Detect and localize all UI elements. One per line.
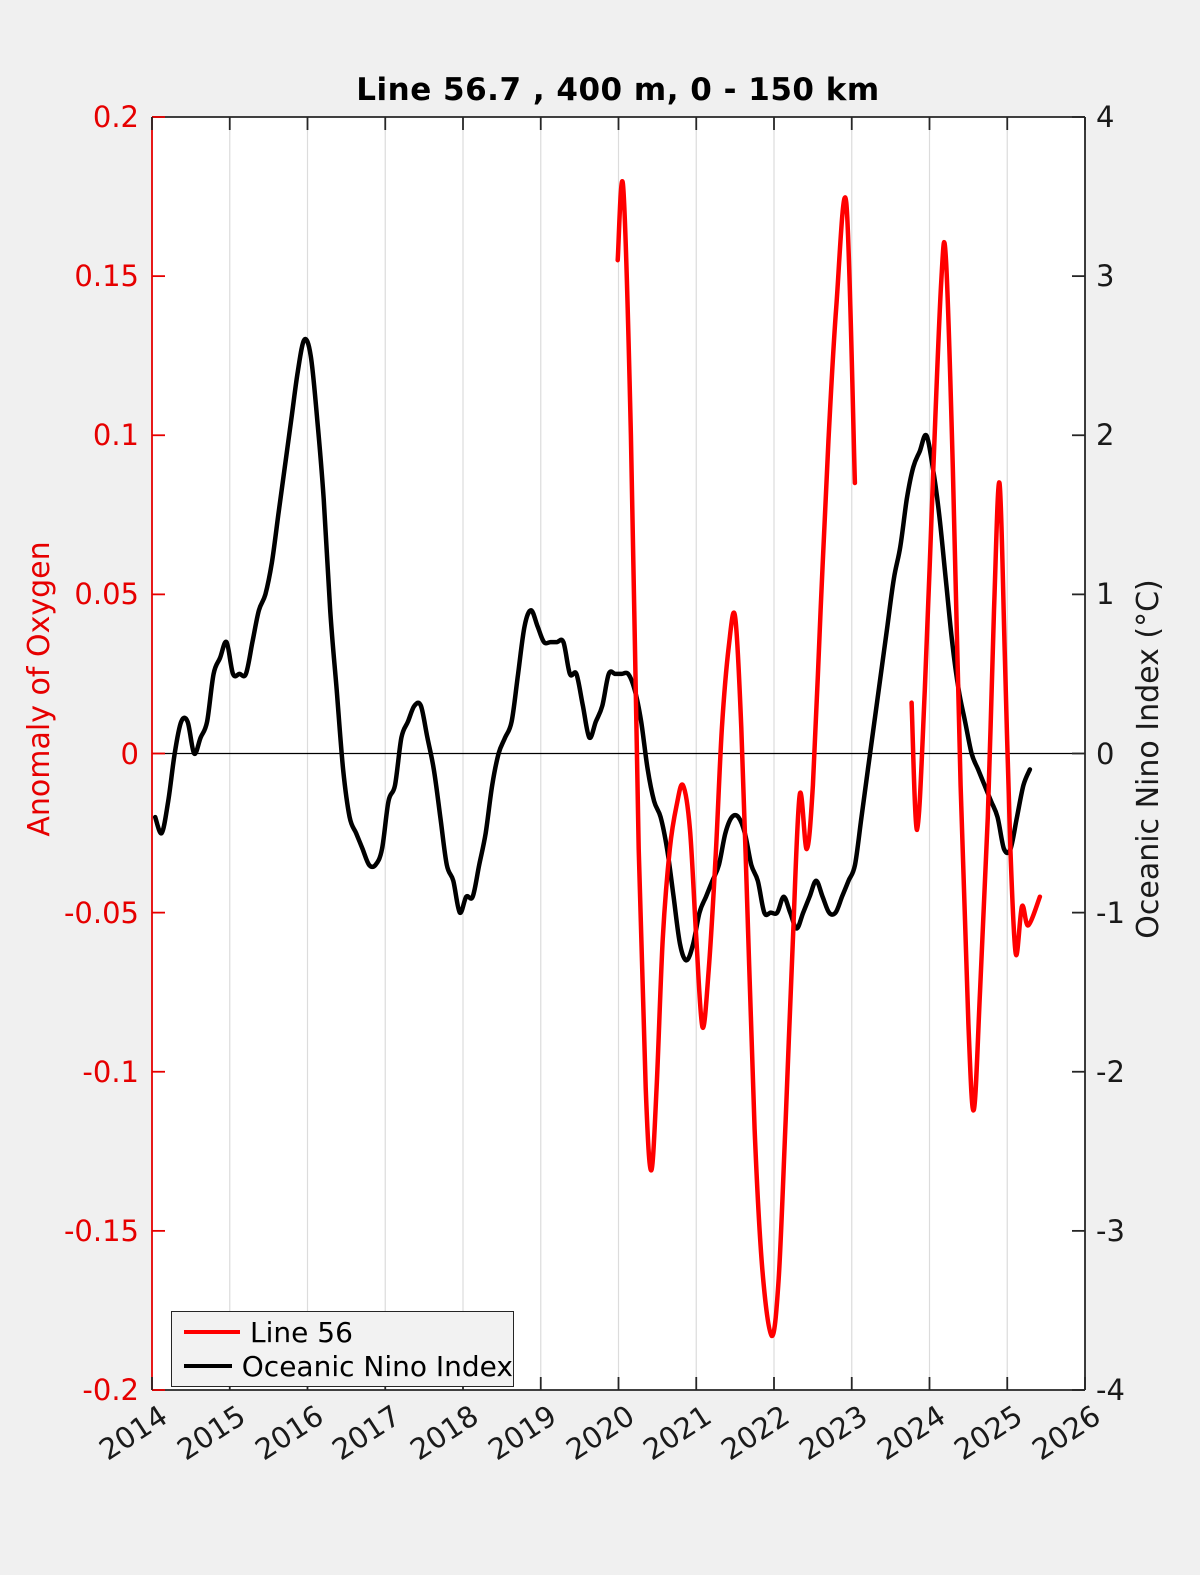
right-tick-label: -1 (1096, 895, 1125, 930)
left-tick-label: 0.1 (92, 418, 139, 453)
legend-label: Oceanic Nino Index (241, 1349, 513, 1383)
legend-line-sample-black (184, 1364, 232, 1368)
legend-item-oceanic-nino-index: Oceanic Nino Index (172, 1349, 513, 1383)
left-tick-label: 0.05 (74, 577, 139, 612)
left-tick-label: -0.15 (63, 1213, 139, 1248)
right-tick-label: 1 (1096, 577, 1115, 612)
right-tick-label: -2 (1096, 1054, 1125, 1089)
legend-item-line-56: Line 56 (172, 1315, 513, 1349)
left-tick-label: 0.2 (92, 100, 139, 134)
right-tick-label: 3 (1096, 259, 1115, 294)
legend-line-sample-red (184, 1330, 240, 1334)
chart-title: Line 56.7 , 400 m, 0 - 150 km (356, 72, 880, 108)
legend-label: Line 56 (250, 1315, 353, 1349)
left-tick-label: -0.05 (63, 895, 139, 930)
left-tick-label: 0 (120, 736, 139, 771)
left-tick-label: -0.1 (82, 1054, 139, 1089)
left-tick-label: -0.2 (82, 1373, 139, 1407)
right-tick-label: 2 (1096, 418, 1115, 453)
legend: Line 56 Oceanic Nino Index (171, 1311, 514, 1387)
left-tick-label: 0.15 (74, 259, 139, 294)
right-tick-label: -3 (1096, 1213, 1125, 1248)
right-tick-label: 4 (1096, 100, 1115, 134)
right-tick-label: -4 (1096, 1373, 1125, 1407)
right-tick-label: 0 (1096, 736, 1115, 771)
